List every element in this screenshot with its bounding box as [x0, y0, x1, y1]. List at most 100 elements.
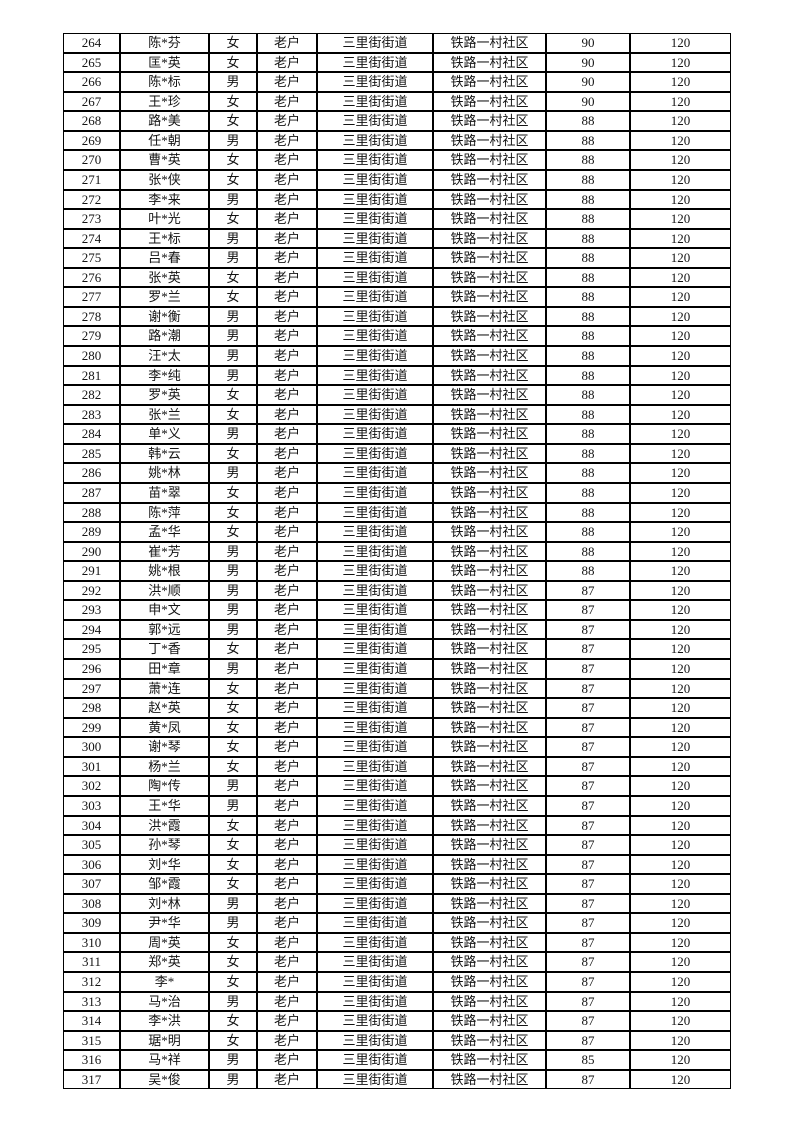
- cell-index: 270: [63, 150, 120, 170]
- cell-quota: 120: [630, 972, 731, 992]
- cell-name: 汪*太: [120, 346, 209, 366]
- cell-index: 308: [63, 893, 120, 914]
- cell-household-type: 老户: [257, 248, 317, 268]
- table-row: 304 洪*霞女老户 三里街街道 铁路一村社区 87 120: [63, 815, 731, 836]
- cell-household-type: 老户: [257, 189, 317, 210]
- cell-community: 铁路一村社区: [433, 502, 546, 523]
- cell-name: 周*英: [120, 932, 209, 953]
- cell-gender: 男: [209, 893, 257, 914]
- cell-index: 306: [63, 854, 120, 875]
- cell-name: 王*华: [120, 795, 209, 816]
- cell-household-type: 老户: [257, 619, 317, 640]
- cell-street: 三里街街道: [317, 972, 433, 992]
- cell-quota: 120: [630, 952, 731, 972]
- cell-index: 288: [63, 502, 120, 523]
- cell-household-type: 老户: [257, 835, 317, 855]
- cell-street: 三里街街道: [317, 111, 433, 131]
- cell-gender: 男: [209, 561, 257, 581]
- cell-score: 87: [546, 756, 630, 777]
- cell-street: 三里街街道: [317, 130, 433, 151]
- cell-gender: 女: [209, 1011, 257, 1031]
- cell-household-type: 老户: [257, 795, 317, 816]
- cell-street: 三里街街道: [317, 561, 433, 581]
- cell-name: 郭*远: [120, 619, 209, 640]
- cell-index: 311: [63, 952, 120, 972]
- cell-street: 三里街街道: [317, 991, 433, 1012]
- cell-household-type: 老户: [257, 1069, 317, 1090]
- cell-street: 三里街街道: [317, 1011, 433, 1031]
- cell-quota: 120: [630, 404, 731, 425]
- cell-street: 三里街街道: [317, 659, 433, 679]
- cell-index: 300: [63, 737, 120, 757]
- cell-index: 271: [63, 169, 120, 190]
- cell-community: 铁路一村社区: [433, 52, 546, 73]
- cell-score: 87: [546, 972, 630, 992]
- cell-name: 曹*英: [120, 150, 209, 170]
- cell-gender: 男: [209, 228, 257, 249]
- cell-quota: 120: [630, 482, 731, 503]
- cell-household-type: 老户: [257, 287, 317, 307]
- cell-household-type: 老户: [257, 404, 317, 425]
- cell-name: 马*治: [120, 991, 209, 1012]
- cell-quota: 120: [630, 698, 731, 718]
- cell-name: 孟*华: [120, 522, 209, 542]
- cell-gender: 男: [209, 306, 257, 327]
- cell-gender: 男: [209, 1069, 257, 1090]
- cell-score: 88: [546, 443, 630, 464]
- table-row: 266 陈*标男老户 三里街街道 铁路一村社区 90 120: [63, 72, 731, 92]
- cell-name: 李*纯: [120, 365, 209, 386]
- table-row: 292 洪*顺男老户 三里街街道 铁路一村社区 87 120: [63, 580, 731, 601]
- cell-index: 282: [63, 385, 120, 405]
- table-row: 287 苗*翠女老户 三里街街道 铁路一村社区 88 120: [63, 482, 731, 503]
- table-row: 282 罗*英女老户 三里街街道 铁路一村社区 88 120: [63, 385, 731, 405]
- cell-score: 88: [546, 150, 630, 170]
- cell-gender: 男: [209, 541, 257, 562]
- cell-gender: 女: [209, 267, 257, 288]
- cell-quota: 120: [630, 346, 731, 366]
- cell-quota: 120: [630, 424, 731, 444]
- cell-name: 罗*英: [120, 385, 209, 405]
- cell-score: 88: [546, 404, 630, 425]
- table-row: 317 吴*俊男老户 三里街街道 铁路一村社区 87 120: [63, 1069, 731, 1090]
- cell-name: 吴*俊: [120, 1069, 209, 1090]
- cell-index: 307: [63, 874, 120, 894]
- cell-household-type: 老户: [257, 326, 317, 346]
- cell-quota: 120: [630, 893, 731, 914]
- cell-gender: 女: [209, 972, 257, 992]
- cell-street: 三里街街道: [317, 52, 433, 73]
- cell-community: 铁路一村社区: [433, 991, 546, 1012]
- table-row: 270 曹*英女老户 三里街街道 铁路一村社区 88 120: [63, 150, 731, 170]
- cell-community: 铁路一村社区: [433, 756, 546, 777]
- cell-quota: 120: [630, 913, 731, 933]
- cell-household-type: 老户: [257, 443, 317, 464]
- cell-score: 90: [546, 33, 630, 53]
- cell-score: 88: [546, 111, 630, 131]
- table-row: 283 张*兰女老户 三里街街道 铁路一村社区 88 120: [63, 404, 731, 425]
- cell-household-type: 老户: [257, 385, 317, 405]
- cell-quota: 120: [630, 678, 731, 699]
- cell-quota: 120: [630, 209, 731, 229]
- cell-index: 287: [63, 482, 120, 503]
- cell-household-type: 老户: [257, 424, 317, 444]
- cell-gender: 女: [209, 443, 257, 464]
- table-row: 279 路*潮男老户 三里街街道 铁路一村社区 88 120: [63, 326, 731, 346]
- cell-name: 李*来: [120, 189, 209, 210]
- cell-gender: 男: [209, 776, 257, 796]
- cell-street: 三里街街道: [317, 835, 433, 855]
- cell-street: 三里街街道: [317, 169, 433, 190]
- cell-community: 铁路一村社区: [433, 346, 546, 366]
- cell-score: 88: [546, 228, 630, 249]
- cell-index: 302: [63, 776, 120, 796]
- cell-gender: 女: [209, 639, 257, 659]
- cell-community: 铁路一村社区: [433, 972, 546, 992]
- cell-quota: 120: [630, 795, 731, 816]
- cell-gender: 男: [209, 991, 257, 1012]
- roster-table: 264 陈*芬女老户 三里街街道 铁路一村社区 90 120 265 匡*英女老户 三里街街道铁…: [63, 33, 731, 1090]
- cell-index: 290: [63, 541, 120, 562]
- table-row: 291 姚*根男老户 三里街街道 铁路一村社区 88 120: [63, 561, 731, 581]
- cell-community: 铁路一村社区: [433, 854, 546, 875]
- cell-gender: 男: [209, 600, 257, 620]
- cell-index: 284: [63, 424, 120, 444]
- cell-score: 87: [546, 659, 630, 679]
- cell-quota: 120: [630, 463, 731, 483]
